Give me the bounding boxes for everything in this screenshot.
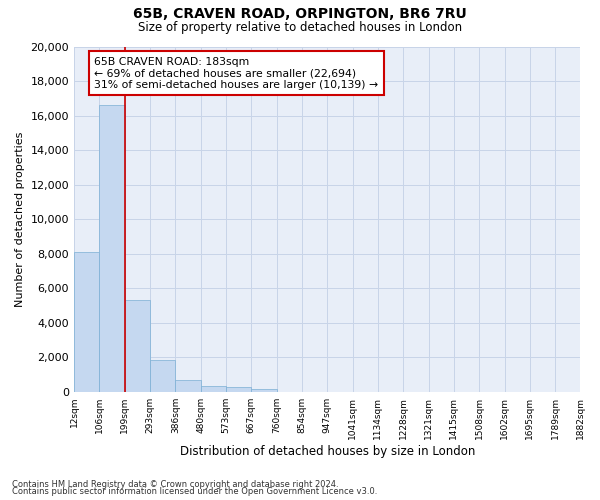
X-axis label: Distribution of detached houses by size in London: Distribution of detached houses by size … xyxy=(179,444,475,458)
Bar xyxy=(100,105,125,392)
Bar xyxy=(74,252,100,392)
Bar xyxy=(125,300,150,392)
Bar xyxy=(150,360,175,392)
Bar xyxy=(175,380,200,392)
Bar xyxy=(226,388,251,392)
Bar xyxy=(251,388,277,392)
Bar xyxy=(200,386,226,392)
Text: Contains HM Land Registry data © Crown copyright and database right 2024.: Contains HM Land Registry data © Crown c… xyxy=(12,480,338,489)
Text: 65B, CRAVEN ROAD, ORPINGTON, BR6 7RU: 65B, CRAVEN ROAD, ORPINGTON, BR6 7RU xyxy=(133,8,467,22)
Text: 65B CRAVEN ROAD: 183sqm
← 69% of detached houses are smaller (22,694)
31% of sem: 65B CRAVEN ROAD: 183sqm ← 69% of detache… xyxy=(94,57,379,90)
Text: Contains public sector information licensed under the Open Government Licence v3: Contains public sector information licen… xyxy=(12,488,377,496)
Y-axis label: Number of detached properties: Number of detached properties xyxy=(15,132,25,307)
Text: Size of property relative to detached houses in London: Size of property relative to detached ho… xyxy=(138,21,462,34)
